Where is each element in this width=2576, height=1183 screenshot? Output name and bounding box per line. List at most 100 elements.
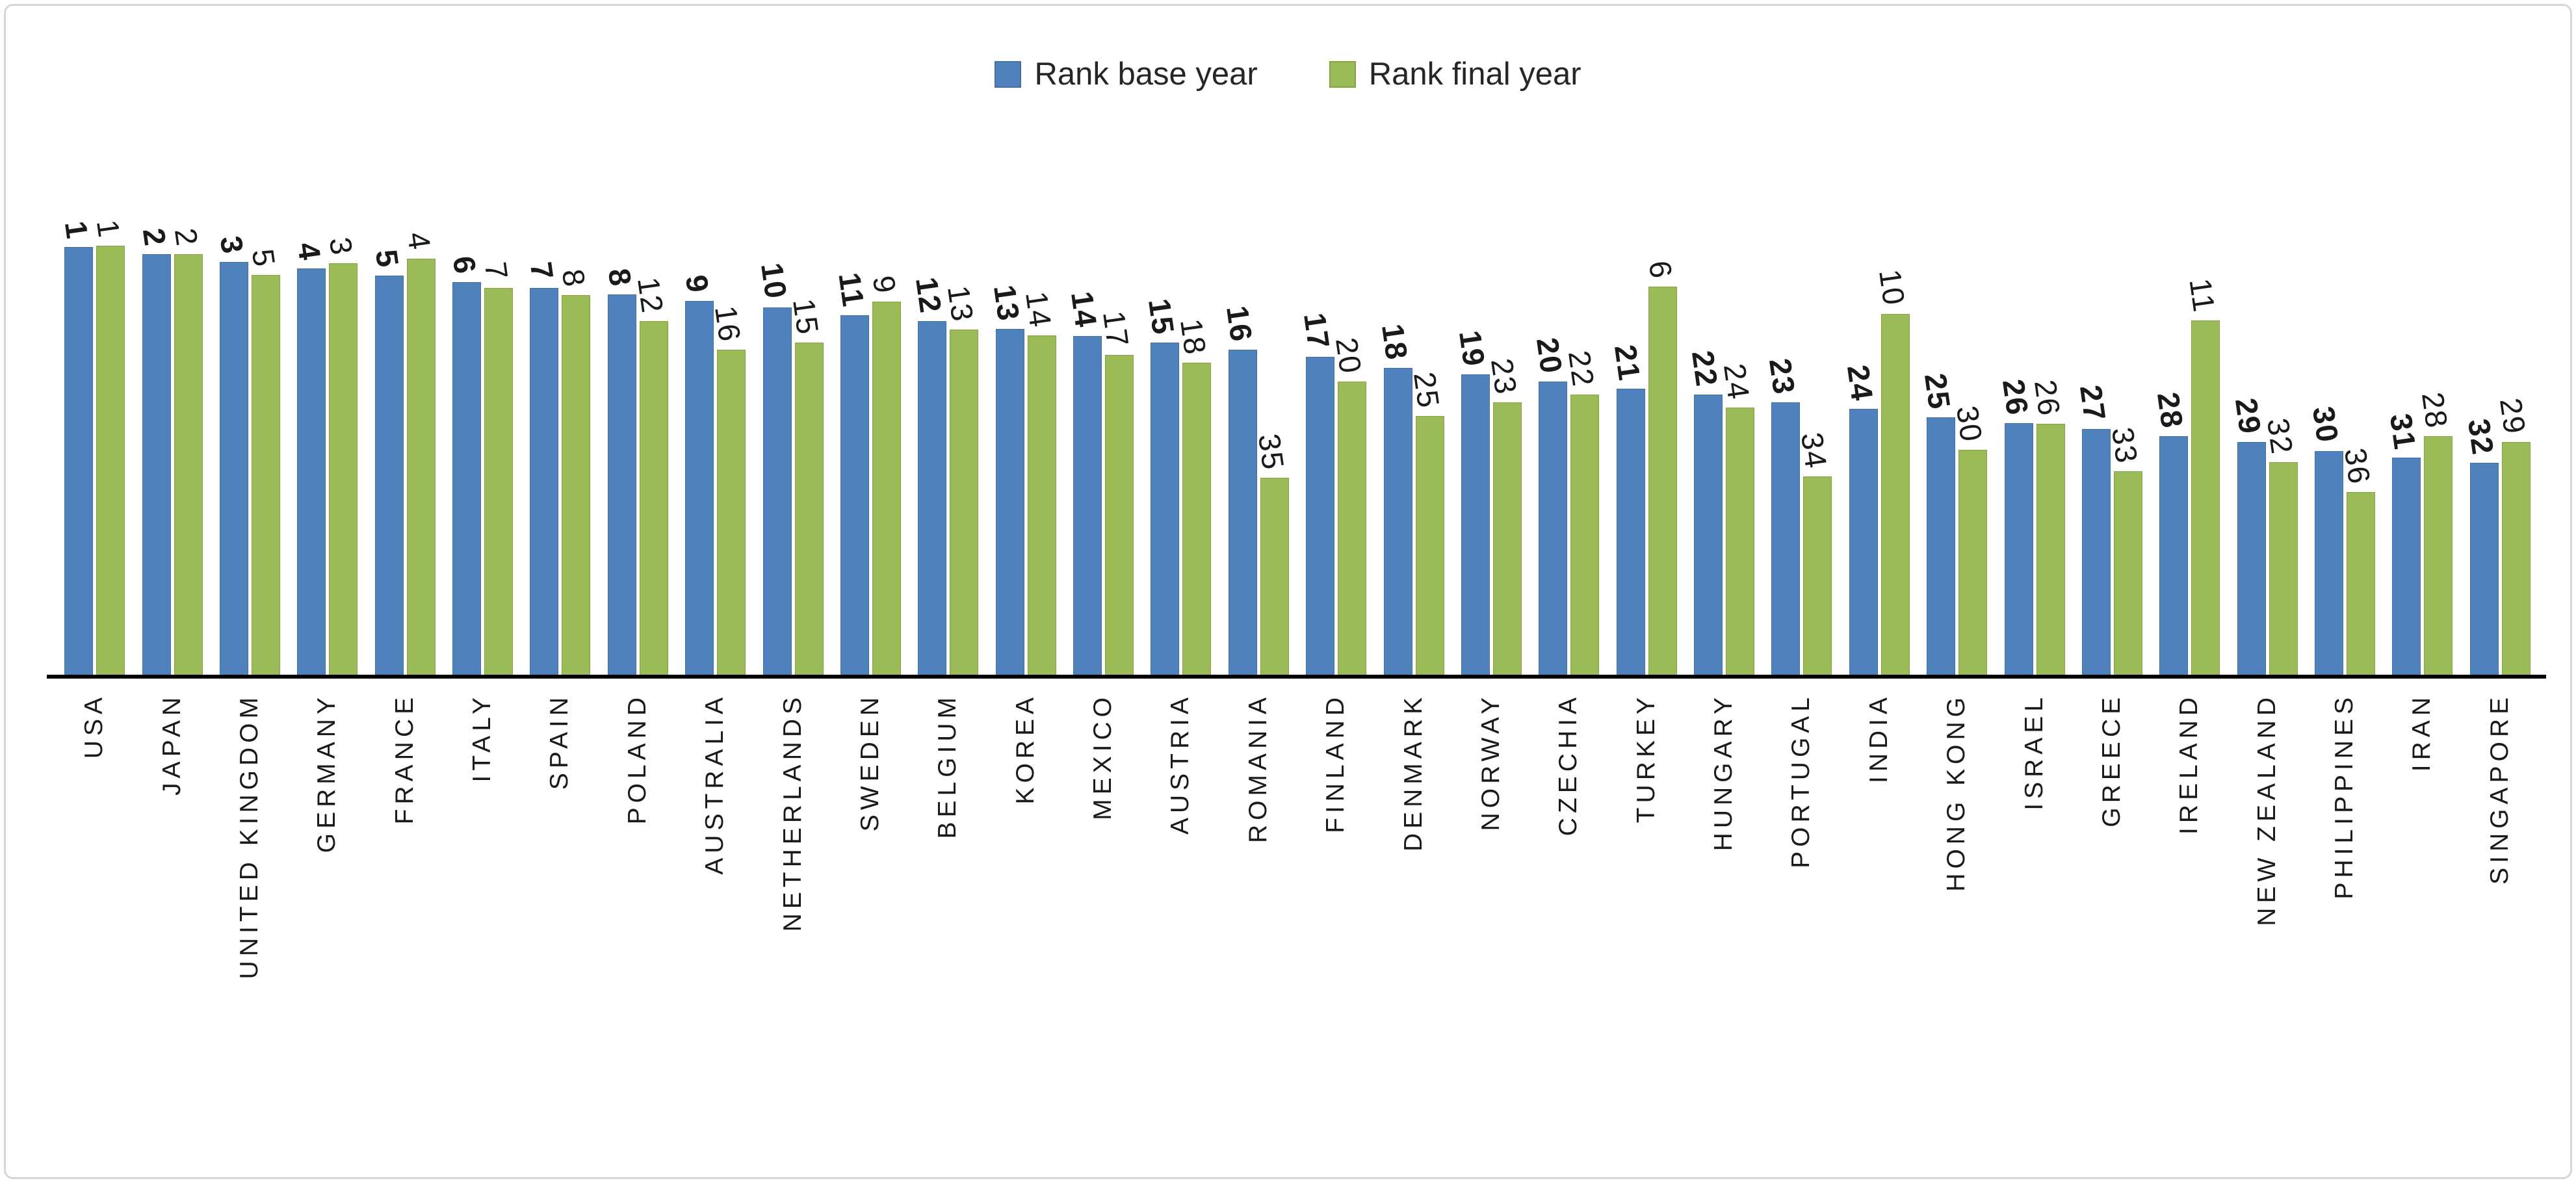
final-year-bar[interactable] <box>2269 462 2298 676</box>
rank-base-label: 14 <box>1064 289 1104 331</box>
final-year-bar[interactable] <box>1182 362 1212 676</box>
category-cell: UNITED KINGDOM <box>211 693 288 1148</box>
category-cell: FRANCE <box>366 693 443 1148</box>
base-year-bar[interactable] <box>1849 409 1878 676</box>
base-year-bar[interactable] <box>219 261 248 676</box>
final-year-bar[interactable] <box>562 295 591 676</box>
category-cell: INDIA <box>1840 693 1918 1148</box>
base-year-bar[interactable] <box>142 254 171 676</box>
base-year-bar[interactable] <box>995 329 1024 676</box>
final-year-bar[interactable] <box>717 349 746 676</box>
final-year-bar[interactable] <box>1570 395 1600 676</box>
base-year-bar[interactable] <box>1616 388 1645 676</box>
legend-swatch-base-icon <box>995 60 1022 88</box>
category-cell: USA <box>55 693 133 1148</box>
base-year-bar[interactable] <box>2004 422 2033 676</box>
base-year-bar[interactable] <box>2315 450 2344 676</box>
final-year-bar[interactable] <box>2191 320 2220 676</box>
final-year-bar-column: 23 <box>1485 244 1524 676</box>
category-axis: USA JAPAN UNITED KINGDOM GERMANY FRANCE ITALY… <box>55 693 2538 1148</box>
rank-base-label: 16 <box>1219 303 1260 344</box>
base-year-bar[interactable] <box>1228 349 1257 676</box>
base-year-bar[interactable] <box>64 246 94 676</box>
final-year-bar-column: 12 <box>631 244 670 676</box>
base-year-bar[interactable] <box>297 268 326 676</box>
base-year-bar[interactable] <box>1151 343 1180 676</box>
final-year-bar[interactable] <box>794 343 824 676</box>
bar-group: 28 11 <box>2150 244 2228 676</box>
base-year-bar[interactable] <box>607 294 636 676</box>
bar-group: 23 34 <box>1762 244 1840 676</box>
final-year-bar[interactable] <box>329 263 358 676</box>
base-year-bar-column: 19 <box>1453 244 1492 676</box>
rank-final-label: 35 <box>1251 432 1292 473</box>
bar-group: 16 35 <box>1219 244 1297 676</box>
final-year-bar-column: 14 <box>1019 244 1058 676</box>
legend-item-final-year[interactable]: Rank final year <box>1329 56 1581 92</box>
base-year-bar[interactable] <box>918 321 947 676</box>
rank-base-label: 32 <box>2461 416 2501 458</box>
base-year-bar[interactable] <box>1539 382 1568 676</box>
base-year-bar-column: 23 <box>1763 244 1802 676</box>
base-year-bar[interactable] <box>530 287 559 676</box>
base-year-bar[interactable] <box>685 300 714 676</box>
base-year-bar[interactable] <box>2081 429 2111 676</box>
category-label: DENMARK <box>1399 693 1427 852</box>
category-cell: PHILIPPINES <box>2306 693 2383 1148</box>
final-year-bar[interactable] <box>1958 450 1988 676</box>
final-year-bar[interactable] <box>1880 313 1910 676</box>
final-year-bar[interactable] <box>1648 286 1677 676</box>
final-year-bar[interactable] <box>1726 408 1755 676</box>
final-year-bar[interactable] <box>639 321 668 676</box>
final-year-bar-column: 1 <box>90 218 127 676</box>
final-year-bar[interactable] <box>406 258 436 676</box>
base-year-bar[interactable] <box>1927 417 1956 676</box>
base-year-bar-column: 17 <box>1297 244 1336 676</box>
final-year-bar-column: 7 <box>478 244 515 676</box>
base-year-bar[interactable] <box>1383 367 1412 676</box>
base-year-bar[interactable] <box>1694 395 1723 676</box>
rank-final-label: 14 <box>1019 289 1058 330</box>
final-year-bar[interactable] <box>1260 478 1289 676</box>
final-year-bar[interactable] <box>2501 442 2530 676</box>
final-year-bar[interactable] <box>2036 424 2065 676</box>
final-year-bar[interactable] <box>2424 436 2453 676</box>
base-year-bar[interactable] <box>1461 374 1490 676</box>
final-year-bar[interactable] <box>1105 354 1134 676</box>
rank-base-label: 5 <box>369 247 406 270</box>
base-year-bar[interactable] <box>452 282 482 676</box>
bar-group: 24 10 <box>1840 244 1918 676</box>
category-label: CZECHIA <box>1554 693 1583 837</box>
base-year-bar-column: 6 <box>447 244 483 676</box>
final-year-bar[interactable] <box>2113 471 2142 676</box>
base-year-bar[interactable] <box>840 315 869 676</box>
base-year-bar[interactable] <box>374 276 404 676</box>
base-year-bar[interactable] <box>1073 335 1102 676</box>
final-year-bar[interactable] <box>1338 382 1367 676</box>
final-year-bar[interactable] <box>2347 492 2376 676</box>
base-year-bar[interactable] <box>2392 458 2421 676</box>
base-year-bar[interactable] <box>2469 463 2499 676</box>
base-year-bar[interactable] <box>762 307 792 676</box>
category-label: FRANCE <box>390 693 419 825</box>
base-year-bar[interactable] <box>1306 357 1335 676</box>
final-year-bar[interactable] <box>1415 416 1444 676</box>
category-cell: KOREA <box>987 693 1064 1148</box>
base-year-bar-column: 12 <box>909 244 949 676</box>
final-year-bar[interactable] <box>174 254 203 676</box>
base-year-bar[interactable] <box>2237 442 2266 676</box>
final-year-bar[interactable] <box>1803 476 1832 676</box>
category-cell: ISRAEL <box>1995 693 2072 1148</box>
final-year-bar[interactable] <box>872 302 901 676</box>
final-year-bar[interactable] <box>1027 335 1056 676</box>
legend-item-base-year[interactable]: Rank base year <box>995 56 1258 92</box>
final-year-bar[interactable] <box>950 330 979 676</box>
final-year-bar[interactable] <box>1492 402 1522 676</box>
base-year-bar[interactable] <box>2159 436 2189 676</box>
base-year-bar-column: 14 <box>1065 244 1104 676</box>
final-year-bar[interactable] <box>251 274 280 676</box>
final-year-bar[interactable] <box>96 246 125 676</box>
final-year-bar[interactable] <box>484 287 514 676</box>
base-year-bar-column: 7 <box>524 244 561 676</box>
rank-base-label: 9 <box>679 272 716 296</box>
